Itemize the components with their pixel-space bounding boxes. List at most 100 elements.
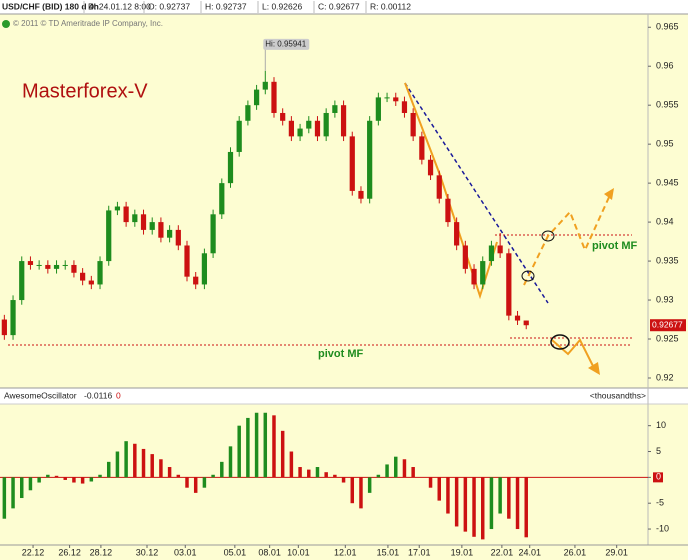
osc-bar xyxy=(498,477,502,514)
osc-bar xyxy=(463,477,468,532)
arrow-head xyxy=(604,188,614,200)
osc-bar xyxy=(272,415,276,478)
osc-bar xyxy=(150,454,154,478)
osc-header-bar xyxy=(0,388,688,404)
osc-bar xyxy=(141,448,146,478)
osc-bar xyxy=(237,425,241,478)
candle-body xyxy=(462,245,468,269)
osc-bar xyxy=(2,477,7,519)
candle-body xyxy=(367,120,373,199)
osc-bar xyxy=(54,475,59,478)
osc-bar xyxy=(115,451,120,478)
osc-bar xyxy=(254,412,259,478)
osc-bar xyxy=(507,477,511,519)
candle-body xyxy=(454,222,460,246)
annotation: pivot MF xyxy=(592,240,637,252)
candle-body xyxy=(436,175,442,199)
x-tick-label: 22.12 xyxy=(22,547,45,557)
osc-bar xyxy=(428,477,433,488)
y-tick-label: 0 xyxy=(656,472,661,482)
header-info: R: 0.00112 xyxy=(370,1,411,11)
osc-bar xyxy=(20,477,24,499)
drawings xyxy=(8,82,632,375)
candle-body xyxy=(19,261,25,301)
x-tick-label: 30.12 xyxy=(136,547,159,557)
y-tick-label: 0.93 xyxy=(656,294,674,304)
osc-bar xyxy=(367,477,372,493)
header-info: O: 0.92737 xyxy=(148,1,190,11)
candle-body xyxy=(210,214,216,254)
osc-bar xyxy=(98,474,102,478)
candle-body xyxy=(332,105,338,113)
x-tick-label: 26.01 xyxy=(564,547,587,557)
osc-bar xyxy=(437,477,441,501)
x-tick-label: 03.01 xyxy=(174,547,197,557)
header-info: L: 0.92626 xyxy=(262,1,302,11)
y-tick-label: 5 xyxy=(656,446,661,456)
candle-body xyxy=(140,214,147,230)
candle-body xyxy=(410,112,416,137)
header-info: C: 0.92677 xyxy=(318,1,360,11)
y-tick-label: 0.965 xyxy=(656,22,679,32)
osc-bar xyxy=(202,477,207,488)
marker-circle xyxy=(550,334,570,350)
candle-body xyxy=(445,198,451,223)
candle-body xyxy=(340,105,347,137)
candle-body xyxy=(271,81,277,113)
y-tick-label: 0.945 xyxy=(656,178,679,188)
osc-bar xyxy=(350,477,355,504)
tick-badge xyxy=(653,472,663,483)
arrow-head xyxy=(588,362,600,375)
osc-info: 0 xyxy=(116,390,121,400)
annotation: Masterforex-V xyxy=(22,80,148,102)
wave-line xyxy=(404,82,498,300)
candle-body xyxy=(523,320,529,326)
x-tick-label: 22.01 xyxy=(491,547,514,557)
osc-bar xyxy=(359,477,363,509)
copyright: © 2011 © TD Ameritrade IP Company, Inc. xyxy=(13,19,163,28)
x-tick-label: 05.01 xyxy=(224,547,247,557)
osc-bar xyxy=(167,467,172,478)
candle-body xyxy=(497,245,503,254)
x-tick-label: 28.12 xyxy=(90,547,113,557)
header-info: D: 24.01.12 8:00 xyxy=(88,1,151,11)
osc-info: -0.0116 xyxy=(84,390,112,400)
osc-bar xyxy=(124,441,128,478)
osc-bar xyxy=(220,461,224,478)
y-tick-label: 0.94 xyxy=(656,216,674,226)
candle-body xyxy=(27,261,34,265)
osc-bar xyxy=(298,467,302,478)
osc-units: <thousandths> xyxy=(590,390,646,400)
candle-body xyxy=(314,120,321,137)
candle-body xyxy=(62,264,68,266)
candle-body xyxy=(132,214,138,223)
x-tick-label: 29.01 xyxy=(605,547,628,557)
candle-body xyxy=(80,272,86,281)
candle-body xyxy=(201,253,208,285)
projection xyxy=(551,338,595,369)
osc-bar xyxy=(106,461,111,478)
header-bar xyxy=(0,0,688,14)
candle-body xyxy=(384,97,390,99)
candle-body xyxy=(219,183,225,215)
osc-bar xyxy=(324,472,328,478)
candle-body xyxy=(193,276,199,285)
osc-bar xyxy=(489,477,494,530)
osc-bar xyxy=(341,477,346,483)
osc-bar xyxy=(89,477,94,482)
candle-body xyxy=(236,120,242,152)
x-tick-label: 08.01 xyxy=(258,547,281,557)
osc-bar xyxy=(446,477,450,514)
candle-body xyxy=(280,112,286,121)
osc-bar xyxy=(246,417,250,478)
candle-body xyxy=(419,136,425,160)
candle-body xyxy=(514,315,521,321)
y-tick-label: -5 xyxy=(656,498,664,508)
candle-body xyxy=(323,112,329,137)
osc-bar xyxy=(46,474,50,478)
x-tick-label: 26.12 xyxy=(58,547,81,557)
candle-body xyxy=(288,120,294,137)
last-price-label: 0.92677 xyxy=(652,319,683,329)
marker-circle xyxy=(541,230,555,242)
osc-title: AwesomeOscillator xyxy=(4,390,77,400)
